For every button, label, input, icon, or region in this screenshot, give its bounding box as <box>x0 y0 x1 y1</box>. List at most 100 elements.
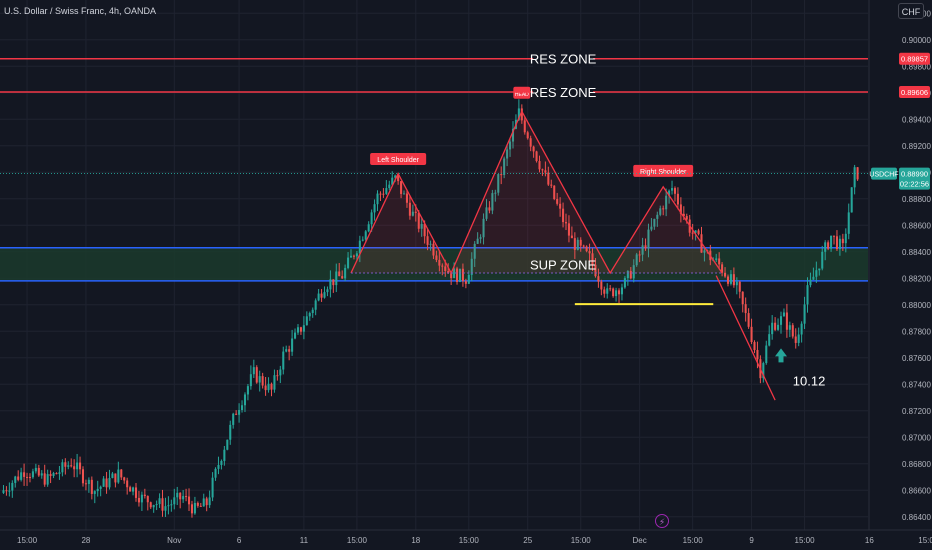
candle-body <box>370 212 373 225</box>
candle-body <box>73 466 76 470</box>
candle-body <box>638 254 641 256</box>
pattern-label: Right Shoulder <box>640 169 687 176</box>
candle-body <box>562 208 565 223</box>
countdown-label: 02:22:56 <box>900 180 929 189</box>
candle-body <box>76 462 79 470</box>
candle-body <box>99 486 102 489</box>
candle-body <box>447 270 450 274</box>
candle-body <box>570 235 573 239</box>
candle-body <box>526 132 529 139</box>
candle-body <box>226 439 229 450</box>
candle-body <box>824 242 827 252</box>
candle-body <box>691 232 694 234</box>
candle-body <box>311 309 314 314</box>
candle-body <box>211 477 214 498</box>
candle-body <box>417 212 420 229</box>
candle-body <box>827 242 830 249</box>
y-tick-label: 0.87800 <box>902 327 931 336</box>
x-tick-label: 16 <box>865 536 874 545</box>
candle-body <box>11 482 14 491</box>
candle-body <box>644 245 647 249</box>
candle-body <box>26 476 29 478</box>
candle-body <box>229 424 232 440</box>
pattern-label: HEAD <box>515 92 529 98</box>
candle-body <box>235 413 238 415</box>
candle-body <box>314 300 317 310</box>
candle-body <box>155 504 158 506</box>
candle-body <box>747 313 750 327</box>
candle-body <box>750 326 753 343</box>
x-tick-label: 15:00 <box>347 536 368 545</box>
candle-body <box>58 472 61 474</box>
candle-body <box>718 258 721 265</box>
candle-body <box>411 211 414 216</box>
candle-body <box>238 409 241 415</box>
candle-body <box>5 490 8 492</box>
candle-body <box>491 193 494 211</box>
candle-body <box>777 324 780 330</box>
candle-body <box>694 230 697 233</box>
y-tick-label: 0.87000 <box>902 433 931 442</box>
candle-body <box>444 266 447 271</box>
candle-body <box>391 177 394 185</box>
candle-body <box>329 279 332 290</box>
candle-body <box>729 274 732 284</box>
pattern-fill <box>351 111 723 273</box>
candle-body <box>606 288 609 294</box>
candle-body <box>741 291 744 305</box>
candle-body <box>441 265 444 267</box>
candle-body <box>679 204 682 214</box>
candle-body <box>461 268 464 282</box>
candle-body <box>765 345 768 364</box>
candle-body <box>564 222 568 224</box>
candle-body <box>149 502 152 508</box>
candle-body <box>2 490 5 493</box>
candle-body <box>438 259 441 266</box>
candle-body <box>335 271 338 286</box>
candle-body <box>352 255 355 257</box>
candle-body <box>623 278 626 288</box>
candle-body <box>779 316 783 325</box>
y-tick-label: 0.88400 <box>902 248 931 257</box>
candle-body <box>641 245 644 255</box>
candle-body <box>111 473 114 478</box>
candle-body <box>585 246 588 252</box>
y-tick-label: 0.86800 <box>902 460 931 469</box>
lightning-icon[interactable]: ⚡ <box>655 514 669 528</box>
currency-button[interactable]: CHF <box>898 3 924 19</box>
candle-body <box>373 204 376 213</box>
candle-body <box>332 279 335 286</box>
candle-body <box>70 465 73 467</box>
candle-body <box>43 473 46 485</box>
candle-body <box>223 449 226 461</box>
candle-body <box>732 274 735 286</box>
candle-body <box>190 504 193 514</box>
candle-body <box>573 238 576 250</box>
candle-body <box>685 216 688 220</box>
candle-body <box>818 268 821 271</box>
x-tick-label: 11 <box>300 536 309 545</box>
candle-body <box>794 336 797 343</box>
candle-body <box>323 292 326 298</box>
x-tick-label: 18 <box>411 536 420 545</box>
candle-body <box>123 477 126 481</box>
candle-body <box>405 193 408 203</box>
candle-body <box>762 363 765 379</box>
candle-body <box>676 193 679 205</box>
candle-body <box>170 504 173 506</box>
symbol-title[interactable]: U.S. Dollar / Swiss Franc, 4h, OANDA <box>4 6 157 16</box>
candle-body <box>579 239 582 246</box>
candle-body <box>208 497 211 506</box>
x-tick-label: 15:00 <box>17 536 38 545</box>
candle-body <box>626 270 629 279</box>
candle-body <box>800 323 803 335</box>
candle-body <box>105 478 108 488</box>
candle-body <box>617 290 621 295</box>
candle-body <box>567 223 570 236</box>
res-zone-label-bg <box>533 50 594 67</box>
candle-body <box>529 138 532 147</box>
candle-body <box>305 316 308 326</box>
candle-body <box>721 264 724 273</box>
candle-body <box>379 193 382 195</box>
